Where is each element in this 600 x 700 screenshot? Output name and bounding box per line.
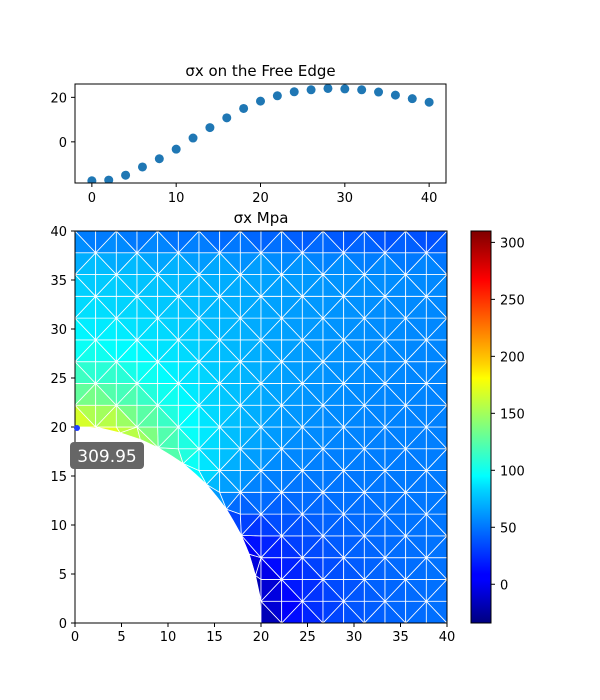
- scatter-point: [87, 176, 97, 183]
- mesh-triangle: [136, 231, 159, 254]
- scatter-point: [306, 85, 316, 95]
- stress-x-tick-label: 40: [439, 630, 456, 645]
- colorbar-tick-label: 250: [500, 293, 525, 308]
- colorbar-gradient: [470, 230, 492, 624]
- stress-y-axis: 0 5 10 15 20 25 30 35 40: [50, 225, 75, 632]
- stress-map: σx Mpa 0 5 10 15 20 25 30 35 40 0 5 10 15 20 25 30 35 40…: [50, 209, 455, 645]
- mesh-triangle: [425, 231, 447, 254]
- annotation-value: 309.95: [77, 447, 136, 467]
- stress-x-tick-label: 5: [117, 630, 125, 645]
- stress-y-tick-label: 25: [50, 372, 67, 387]
- scatter-point: [154, 154, 164, 164]
- scatter-point: [424, 97, 434, 107]
- mesh-triangle: [260, 231, 283, 254]
- mesh-triangles: [75, 231, 447, 623]
- stress-x-tick-label: 10: [160, 630, 177, 645]
- scatter-point: [205, 123, 215, 133]
- max-value-annotation: 309.95: [70, 425, 144, 469]
- scatter-point: [272, 91, 282, 101]
- colorbar-tick-label: 0: [500, 578, 508, 593]
- colorbar-tick-label: 50: [500, 521, 517, 536]
- scatter-point: [171, 144, 181, 154]
- scatter-chart: σx on the Free Edge 0 10 20 30 40 0 20: [50, 62, 447, 206]
- colorbar-tick-label: 100: [500, 464, 525, 479]
- mesh-triangle: [301, 231, 324, 254]
- scatter-y-tick-label: 0: [59, 136, 67, 151]
- mesh-triangle: [95, 231, 117, 254]
- scatter-point: [289, 87, 299, 97]
- scatter-point: [390, 90, 400, 100]
- mesh-triangle: [384, 231, 407, 254]
- scatter-point: [340, 84, 350, 94]
- colorbar-tick-label: 300: [500, 236, 525, 251]
- stress-y-tick-label: 0: [59, 617, 67, 632]
- scatter-point: [407, 94, 417, 104]
- scatter-x-tick-label: 30: [337, 191, 354, 206]
- stress-x-tick-label: 35: [392, 630, 409, 645]
- annotation-marker: [74, 425, 80, 431]
- scatter-point: [323, 84, 333, 93]
- stress-x-tick-label: 25: [299, 630, 316, 645]
- colorbar-ticks: 0 50 100 150 200 250 300: [491, 236, 525, 593]
- scatter-points: [87, 84, 434, 183]
- scatter-point: [357, 85, 367, 95]
- stress-x-tick-label: 0: [71, 630, 79, 645]
- scatter-x-tick-label: 20: [252, 191, 269, 206]
- stress-x-tick-label: 20: [253, 630, 270, 645]
- stress-y-tick-label: 5: [59, 568, 67, 583]
- mesh-triangle: [343, 231, 365, 254]
- scatter-x-tick-label: 40: [421, 191, 438, 206]
- mesh-triangle: [219, 231, 241, 254]
- stress-y-tick-label: 35: [50, 274, 67, 289]
- stress-y-tick-label: 15: [50, 470, 67, 485]
- stress-x-axis: 0 5 10 15 20 25 30 35 40: [71, 623, 455, 645]
- scatter-x-tick-label: 10: [168, 191, 185, 206]
- stress-y-tick-label: 30: [50, 323, 67, 338]
- scatter-title: σx on the Free Edge: [185, 62, 335, 80]
- scatter-point: [104, 175, 114, 183]
- scatter-point: [256, 96, 265, 106]
- stress-x-tick-label: 30: [346, 630, 363, 645]
- stress-y-tick-label: 20: [50, 421, 67, 436]
- stress-x-tick-label: 15: [206, 630, 223, 645]
- annotation-badge: [70, 442, 144, 469]
- stress-y-tick-label: 40: [50, 225, 67, 240]
- stress-map-title: σx Mpa: [234, 209, 289, 227]
- colorbar-tick-label: 150: [500, 407, 525, 422]
- scatter-y-axis: 0 20: [50, 91, 75, 151]
- scatter-point: [239, 103, 249, 113]
- scatter-x-axis: 0 10 20 30 40: [88, 183, 438, 206]
- scatter-point: [374, 87, 384, 97]
- scatter-point: [222, 113, 232, 123]
- colorbar: 0 50 100 150 200 250 300: [470, 230, 525, 624]
- mesh-triangle: [177, 231, 200, 254]
- scatter-y-tick-label: 20: [50, 91, 67, 106]
- colorbar-tick-label: 200: [500, 350, 525, 365]
- scatter-x-tick-label: 0: [88, 191, 96, 206]
- scatter-point: [137, 162, 147, 172]
- scatter-point: [121, 170, 131, 180]
- hole-region: [75, 427, 261, 623]
- scatter-point: [188, 133, 198, 143]
- stress-y-tick-label: 10: [50, 519, 67, 534]
